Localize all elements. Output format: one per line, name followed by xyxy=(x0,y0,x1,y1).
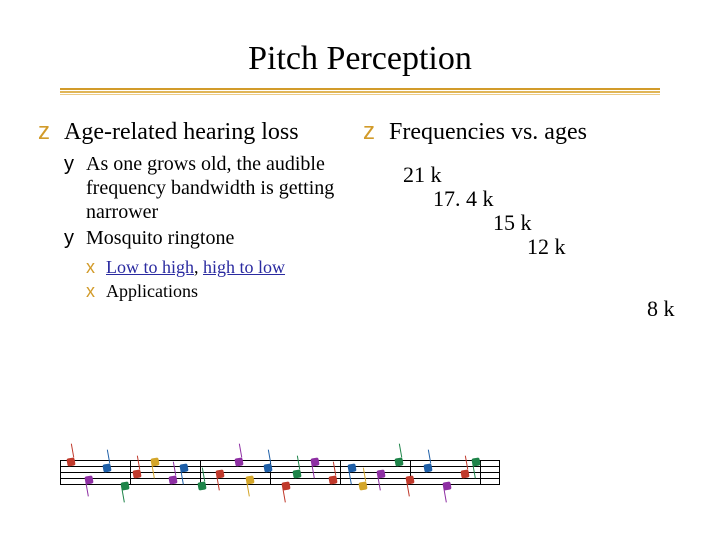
y-bullet-icon: y xyxy=(64,226,86,250)
z-text: Age-related hearing loss xyxy=(64,118,299,146)
freq-label: 17. 4 k xyxy=(433,186,494,212)
x-bullet-icon: x xyxy=(86,256,106,278)
x-bullet-icon: x xyxy=(86,280,106,302)
x-item-links: x Low to high, high to low xyxy=(86,256,363,278)
link-high-to-low[interactable]: high to low xyxy=(203,257,285,277)
title-underline xyxy=(60,88,660,96)
link-low-to-high[interactable]: Low to high xyxy=(106,257,194,277)
x-item-applications: x Applications xyxy=(86,280,363,302)
y-item-bandwidth: y As one grows old, the audible frequenc… xyxy=(64,152,363,224)
x-list: x Low to high, high to low x Application… xyxy=(86,256,363,302)
z-item-freq-ages: z Frequencies vs. ages xyxy=(363,118,688,146)
y-bullet-icon: y xyxy=(64,152,86,176)
music-staff-graphic xyxy=(60,452,500,492)
z-bullet-icon: z xyxy=(363,118,389,146)
z-bullet-icon: z xyxy=(38,118,64,146)
z-item-age-related: z Age-related hearing loss xyxy=(38,118,363,146)
freq-label: 12 k xyxy=(527,234,566,260)
slide: Pitch Perception z Age-related hearing l… xyxy=(0,0,720,540)
y-item-mosquito: y Mosquito ringtone xyxy=(64,226,363,250)
columns: z Age-related hearing loss y As one grow… xyxy=(38,118,688,304)
freq-label: 15 k xyxy=(493,210,532,236)
y-text: Mosquito ringtone xyxy=(86,226,234,250)
z-text: Frequencies vs. ages xyxy=(389,118,587,146)
link-separator: , xyxy=(194,257,203,277)
left-column: z Age-related hearing loss y As one grow… xyxy=(38,118,363,304)
x-text-links: Low to high, high to low xyxy=(106,256,285,278)
y-text: As one grows old, the audible frequency … xyxy=(86,152,363,224)
page-title: Pitch Perception xyxy=(0,40,720,78)
freq-label: 8 k xyxy=(647,296,675,322)
y-list: y As one grows old, the audible frequenc… xyxy=(64,152,363,250)
x-text: Applications xyxy=(106,280,198,302)
freq-label: 21 k xyxy=(403,162,442,188)
right-column: z Frequencies vs. ages 21 k17. 4 k15 k12… xyxy=(363,118,688,304)
